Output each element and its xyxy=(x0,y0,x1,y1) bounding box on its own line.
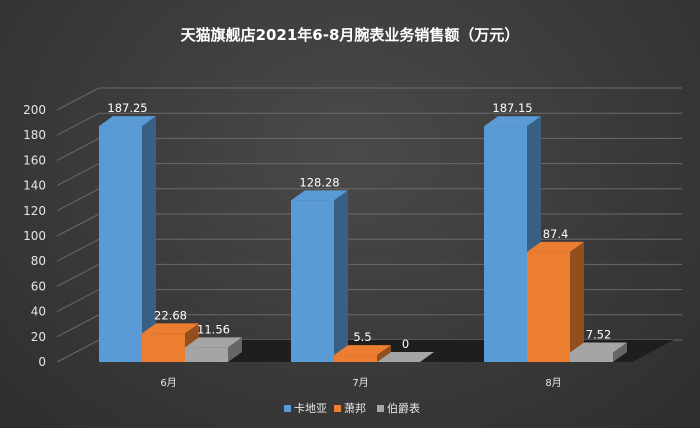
chart-title: 天猫旗舰店2021年6-8月腕表业务销售额（万元） xyxy=(181,26,520,44)
x-tick-label: 6月 xyxy=(160,377,176,389)
legend-swatch xyxy=(284,405,291,412)
bar xyxy=(377,352,434,362)
legend-label: 伯爵表 xyxy=(387,401,420,415)
bar-top xyxy=(570,342,627,353)
bar-front xyxy=(570,352,613,362)
bar xyxy=(570,342,627,362)
y-tick-label: 100 xyxy=(23,229,46,243)
bar-top xyxy=(527,241,584,252)
bar-top xyxy=(291,190,348,201)
legend-label: 卡地亚 xyxy=(294,402,327,415)
y-tick-label: 200 xyxy=(23,103,46,117)
data-label: 87.4 xyxy=(543,227,569,241)
data-label: 22.68 xyxy=(154,308,187,322)
y-tick-label: 40 xyxy=(31,305,46,319)
legend-item: 伯爵表 xyxy=(377,401,420,415)
bar xyxy=(484,116,541,362)
bar-front xyxy=(142,333,185,362)
bar-top xyxy=(142,323,199,334)
bar xyxy=(527,241,584,362)
x-tick-label: 8月 xyxy=(545,377,561,389)
y-tick-label: 60 xyxy=(31,279,46,293)
y-tick-label: 0 xyxy=(38,355,46,369)
bar xyxy=(99,116,156,362)
x-tick-label: 7月 xyxy=(352,377,368,389)
legend: 卡地亚 萧邦 伯爵表 xyxy=(284,401,420,415)
legend-item: 卡地亚 xyxy=(284,402,327,415)
data-label: 5.5 xyxy=(353,330,371,344)
bar-side xyxy=(613,342,627,362)
bar xyxy=(185,337,242,362)
y-tick-label: 140 xyxy=(23,179,46,193)
bar-front xyxy=(99,126,142,362)
y-tick-label: 80 xyxy=(31,254,46,268)
legend-item: 萧邦 xyxy=(334,402,366,415)
gridline xyxy=(56,112,682,136)
bar-top xyxy=(99,116,156,127)
legend-swatch xyxy=(377,405,384,412)
legend-swatch xyxy=(334,405,341,412)
gridline xyxy=(56,87,682,111)
data-label: 187.25 xyxy=(107,101,147,115)
y-tick-label: 20 xyxy=(31,330,46,344)
bar-top xyxy=(377,352,434,362)
bar-front xyxy=(527,251,570,362)
data-label: 0 xyxy=(402,337,409,351)
y-tick-label: 120 xyxy=(23,204,46,218)
bar-top xyxy=(484,116,541,127)
y-axis: 0 20 40 60 80 100 120 140 160 180 200 xyxy=(23,103,46,369)
y-tick-label: 160 xyxy=(23,153,46,167)
bar-side xyxy=(570,241,584,362)
data-labels: 187.25 22.68 11.56 128.28 5.5 0 187.15 87.4 7.52 xyxy=(107,101,611,351)
data-label: 11.56 xyxy=(197,322,230,336)
bar-front xyxy=(334,355,377,362)
bar xyxy=(291,190,348,362)
bar-side xyxy=(334,190,348,362)
bar xyxy=(334,345,391,362)
bar-front xyxy=(484,126,527,362)
data-label: 7.52 xyxy=(586,328,612,342)
data-label: 187.15 xyxy=(492,101,532,115)
bar-front xyxy=(291,200,334,362)
data-label: 128.28 xyxy=(299,175,339,189)
legend-label: 萧邦 xyxy=(344,402,366,415)
x-axis: 6月 7月 8月 xyxy=(160,377,561,389)
bar-side xyxy=(377,345,391,362)
bar-top xyxy=(185,337,242,348)
bar-side xyxy=(228,337,242,362)
y-tick-label: 180 xyxy=(23,128,46,142)
bar-front xyxy=(185,347,228,362)
bars xyxy=(99,116,627,362)
bar-top xyxy=(334,345,391,356)
bar-side xyxy=(142,116,156,362)
